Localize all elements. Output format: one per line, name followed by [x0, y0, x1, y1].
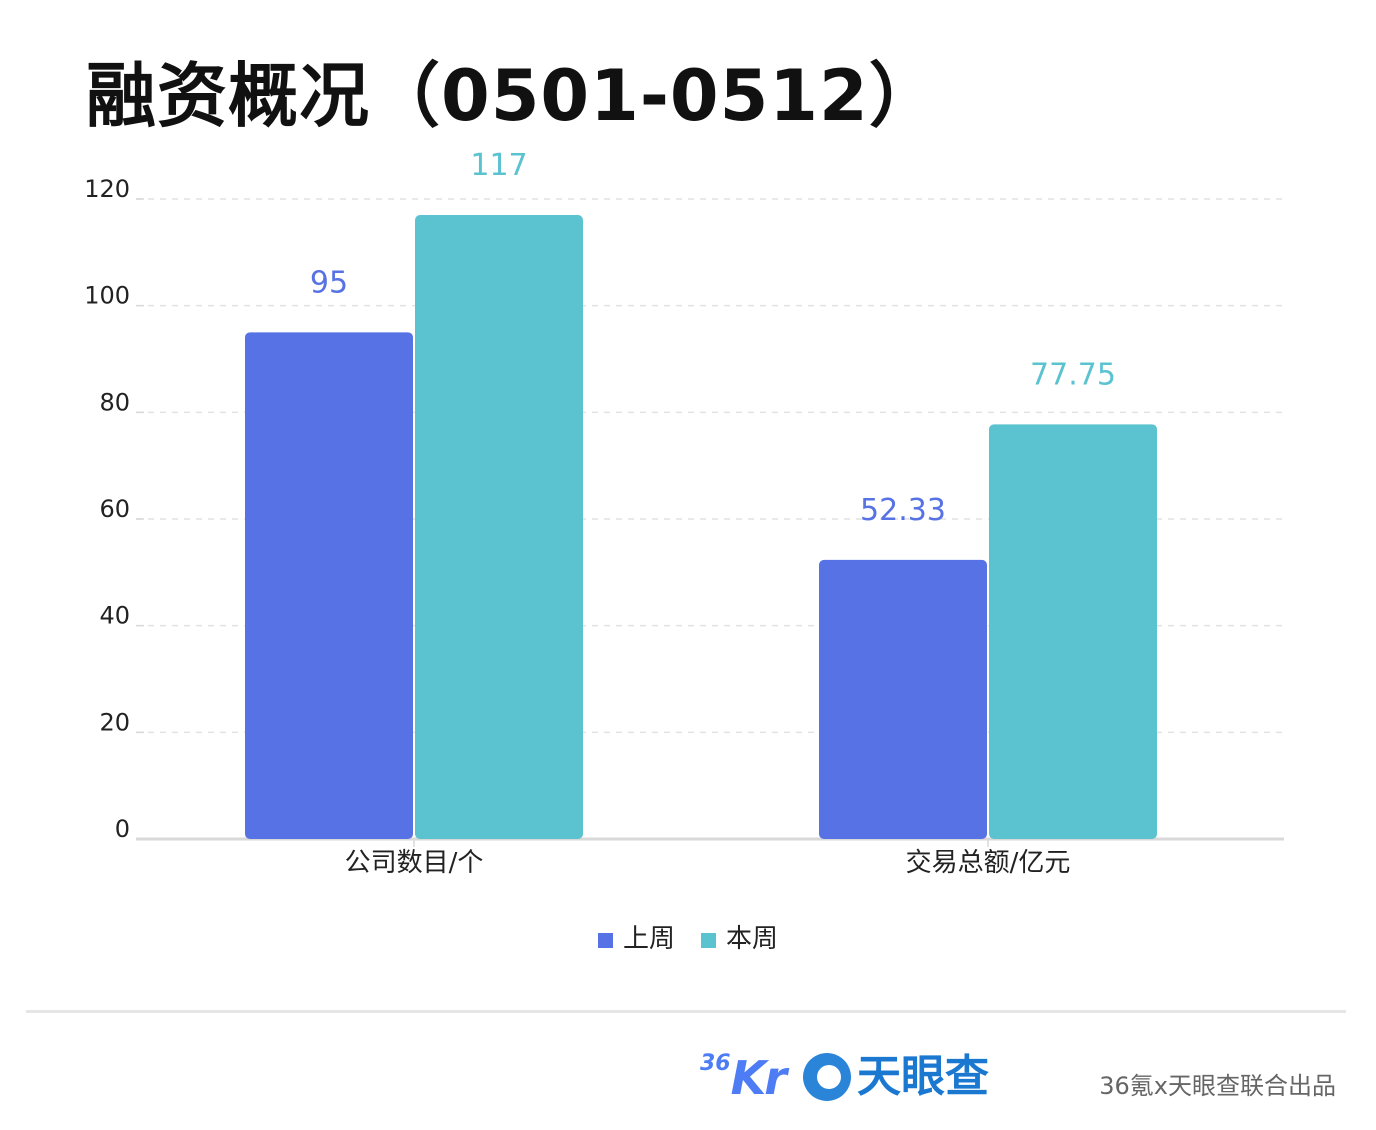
tianyancha-eye-icon — [802, 1053, 851, 1101]
legend: 上周 本周 — [0, 918, 1376, 955]
legend-swatch — [597, 933, 613, 948]
tianyancha-wordmark: 天眼查 — [856, 1051, 989, 1102]
y-tick-label: 40 — [99, 602, 130, 630]
bar-value-label: 52.33 — [860, 493, 946, 528]
legend-label: 上周 — [622, 924, 675, 954]
x-tick-label: 交易总额/亿元 — [906, 848, 1071, 878]
bar — [245, 332, 413, 839]
y-tick-label: 80 — [99, 388, 130, 416]
chart-title: 融资概况（0501-0512） — [86, 55, 940, 137]
brand-logos: 36Kr 天眼查 — [700, 1042, 989, 1112]
bar-chart: 0 20 40 60 80 100 120 95 117 公司数目/个 52.33 77.75 交易总额… — [84, 148, 1284, 878]
y-tick-label: 120 — [84, 175, 130, 203]
bar — [819, 559, 987, 839]
y-tick-label: 60 — [99, 495, 130, 523]
legend-item: 本周 — [701, 918, 778, 955]
bar-value-label: 95 — [310, 265, 348, 300]
legend-label: 本周 — [726, 924, 779, 954]
bar — [989, 424, 1157, 839]
x-tick-label: 公司数目/个 — [345, 848, 484, 878]
logo-tianyancha: 天眼查 — [802, 1051, 989, 1102]
footer-divider — [26, 1010, 1346, 1013]
legend-item: 上周 — [597, 918, 675, 955]
y-tick-label: 20 — [99, 708, 130, 736]
y-tick-label: 100 — [84, 282, 130, 310]
bar — [415, 215, 583, 839]
legend-swatch — [701, 933, 716, 948]
logo-36kr: 36Kr — [700, 1051, 787, 1105]
footer-credit: 36氪x天眼查联合出品 — [1099, 1072, 1336, 1100]
bar-value-label: 117 — [470, 148, 527, 183]
y-tick-label: 0 — [115, 815, 130, 843]
bar-value-label: 77.75 — [1030, 357, 1116, 392]
